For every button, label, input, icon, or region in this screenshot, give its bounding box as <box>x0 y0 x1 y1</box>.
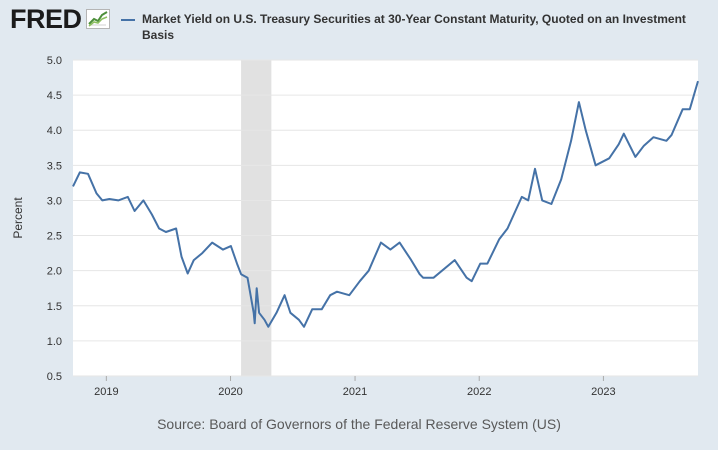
series-line-30yr-yield <box>72 80 699 328</box>
x-tick-label: 2020 <box>218 386 242 398</box>
chart-header: FRED Market Yield on U.S. Treasury Secur… <box>0 0 718 50</box>
fred-logo-text: FRED <box>10 4 82 34</box>
legend-line-swatch <box>121 19 135 21</box>
x-tick-label: 2023 <box>591 386 615 398</box>
y-tick-label: 3.0 <box>47 195 62 207</box>
fred-chart-icon <box>85 9 110 29</box>
y-tick-label: 1.5 <box>47 301 62 313</box>
y-tick-label: 2.0 <box>47 266 62 278</box>
chart-legend: Market Yield on U.S. Treasury Securities… <box>121 11 711 43</box>
source-note: Source: Board of Governors of the Federa… <box>157 416 561 432</box>
y-tick-label: 2.5 <box>47 231 62 243</box>
y-tick-label: 1.0 <box>47 336 62 348</box>
y-tick-label: 5.0 <box>47 55 62 67</box>
x-tick-label: 2022 <box>467 386 491 398</box>
fred-logo[interactable]: FRED <box>10 4 110 34</box>
recession-band <box>241 60 272 376</box>
y-tick-label: 3.5 <box>47 160 62 172</box>
y-tick-label: 4.0 <box>47 125 62 137</box>
y-tick-label: 4.5 <box>47 90 62 102</box>
line-chart: 0.5 1.0 1.5 2.0 2.5 3.0 3.5 4.0 4.5 5.0 2019 2020 20… <box>11 55 699 398</box>
legend-series-name: Market Yield on U.S. Treasury Securities… <box>142 12 686 42</box>
plot-area <box>73 60 698 376</box>
y-tick-label: 0.5 <box>47 371 62 383</box>
x-tick-label: 2021 <box>343 386 367 398</box>
x-tick-label: 2019 <box>94 386 118 398</box>
y-axis-title: Percent <box>11 197 25 239</box>
